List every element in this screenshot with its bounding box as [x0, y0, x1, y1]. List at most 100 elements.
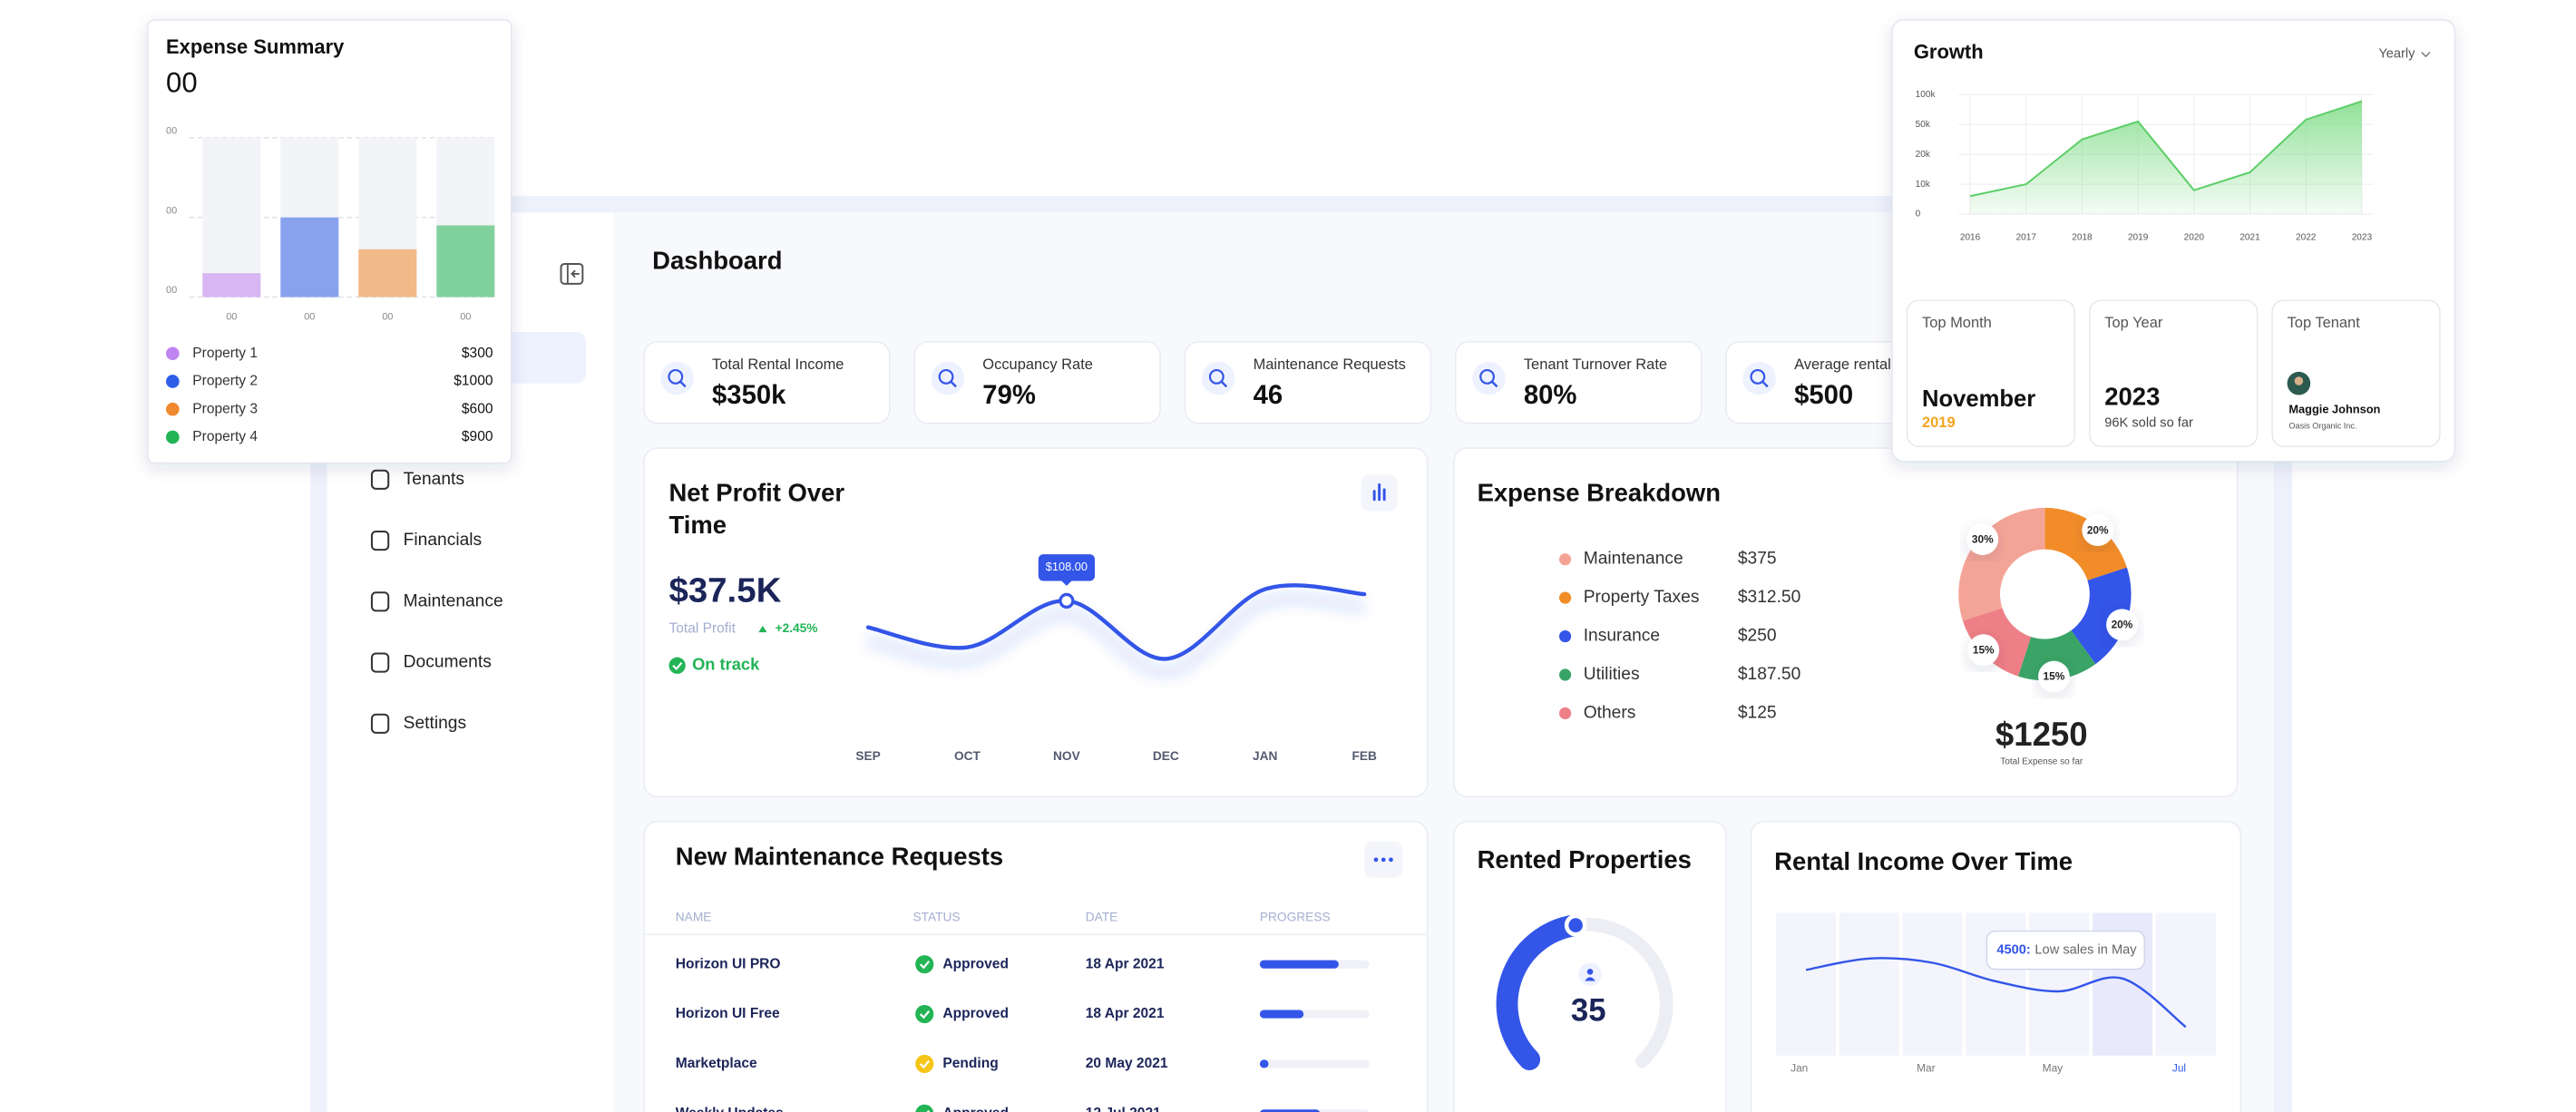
x-tick-label: NOV — [1053, 749, 1081, 763]
period-select[interactable]: Yearly — [2378, 46, 2415, 61]
legend-value: $600 — [462, 401, 493, 416]
slice-label: 20% — [2112, 618, 2133, 630]
nav-item[interactable]: Documents — [404, 653, 492, 672]
row-date: 18 Apr 2021 — [1086, 1006, 1165, 1021]
x-tick-label: 00 — [460, 311, 471, 322]
profit-label: Total Profit — [668, 621, 736, 637]
y-tick-label: 0 — [1916, 210, 1921, 219]
kpi-icon-bg — [1472, 361, 1506, 395]
gauge-knob — [1564, 913, 1587, 937]
status-glyph — [919, 1010, 931, 1019]
bar — [436, 225, 495, 298]
x-tick-label: 2022 — [2296, 232, 2317, 242]
nav-item[interactable]: Financials — [404, 531, 482, 550]
x-tick-label: Jan — [1791, 1062, 1808, 1075]
legend-dot — [166, 346, 180, 361]
status-text: Approved — [942, 956, 1009, 971]
legend-label: Others — [1584, 704, 1636, 723]
total-value: $1250 — [1995, 716, 2088, 753]
bar-track — [202, 137, 261, 298]
kpi-icon-bg — [931, 361, 965, 395]
legend-dot — [1558, 668, 1572, 681]
profit-value: $37.5K — [668, 571, 781, 610]
kpi-icon — [668, 368, 684, 385]
slice-badge — [2038, 660, 2070, 693]
x-tick-label: 2019 — [2128, 232, 2149, 242]
kpi-icon-bg — [660, 361, 694, 395]
column-header: NAME — [676, 911, 712, 924]
x-tick-label: 2023 — [2352, 232, 2373, 242]
y-tick-label: 00 — [166, 285, 177, 296]
nav-item[interactable]: Tenants — [404, 470, 464, 489]
legend-value: $250 — [1738, 627, 1777, 646]
stat-box — [1906, 299, 2076, 447]
more-dot — [1389, 857, 1393, 863]
donut-slice — [2044, 507, 2127, 580]
maintenance-card — [643, 821, 1429, 1112]
y-tick-label: 50k — [1916, 120, 1931, 130]
card-title: Net Profit Over Time — [668, 479, 851, 540]
status-icon — [915, 1004, 934, 1024]
up-arrow — [758, 625, 767, 633]
person-icon — [1586, 969, 1594, 975]
kpi-icon — [1491, 381, 1498, 388]
row-date: 12 Jul 2021 — [1086, 1106, 1161, 1112]
text-line: Net Profit Over — [668, 479, 851, 507]
slice-badge — [1967, 634, 2000, 667]
chevron — [2421, 52, 2431, 58]
legend-value: $1000 — [454, 374, 493, 389]
kpi-icon — [1479, 368, 1495, 385]
card-title: Expense Summary — [166, 35, 345, 58]
status-text: Pending — [942, 1056, 998, 1071]
column-bg — [1839, 912, 1899, 1056]
nav-icon — [370, 469, 390, 490]
nav-item[interactable]: Maintenance — [404, 591, 503, 610]
legend-dot — [166, 375, 180, 388]
avatar-face — [2294, 376, 2304, 385]
legend-label: Insurance — [1584, 627, 1660, 646]
legend-value: $187.50 — [1738, 665, 1800, 684]
legend-dot — [1558, 629, 1572, 643]
column-bg — [1902, 912, 1963, 1056]
legend-value: $900 — [462, 429, 493, 444]
kpi-label: Total Rental Income — [712, 356, 844, 373]
kpi-label: Tenant Turnover Rate — [1524, 356, 1667, 373]
collapse-icon-arrow — [566, 263, 580, 284]
kpi-icon — [950, 381, 957, 388]
legend-value: $312.50 — [1738, 588, 1800, 607]
column-bg — [2155, 912, 2216, 1056]
card-title: Growth — [1914, 40, 1984, 63]
x-tick-label: 2018 — [2072, 232, 2093, 242]
legend-label: Utilities — [1584, 665, 1640, 684]
stat-note: 2019 — [1922, 415, 1956, 431]
card-title: Rented Properties — [1478, 845, 1692, 873]
donut-slice — [2071, 567, 2132, 665]
nav-item[interactable]: Settings — [404, 714, 466, 733]
summary-value: 00 — [166, 67, 198, 99]
progress-bar — [1259, 960, 1339, 969]
page-title: Dashboard — [652, 246, 782, 274]
donut-slice — [2018, 630, 2096, 681]
card-title: New Maintenance Requests — [676, 842, 1003, 870]
person-icon — [1585, 977, 1595, 981]
y-tick-label: 100k — [1916, 90, 1937, 100]
x-tick-label: Mar — [1917, 1062, 1935, 1075]
legend-value: $375 — [1738, 550, 1777, 569]
y-tick-label: 20k — [1916, 150, 1931, 160]
growth-line — [1969, 100, 2363, 198]
kpi-card — [1455, 341, 1703, 424]
kpi-icon — [679, 381, 687, 388]
nav-icon — [370, 652, 390, 673]
card-title: Expense Breakdown — [1478, 479, 1721, 507]
stat-box — [2089, 299, 2259, 447]
gauge-value-text: 35 — [1571, 993, 1606, 1028]
kpi-card — [913, 341, 1161, 424]
slice-label: 15% — [1973, 643, 1995, 656]
x-tick-label: May — [2043, 1062, 2063, 1075]
slice-label: 30% — [1972, 532, 1994, 545]
kpi-icon-bg — [1742, 361, 1776, 395]
legend-label: Property 1 — [192, 346, 258, 361]
tooltip — [1986, 930, 2145, 971]
collapse-icon — [560, 262, 584, 285]
